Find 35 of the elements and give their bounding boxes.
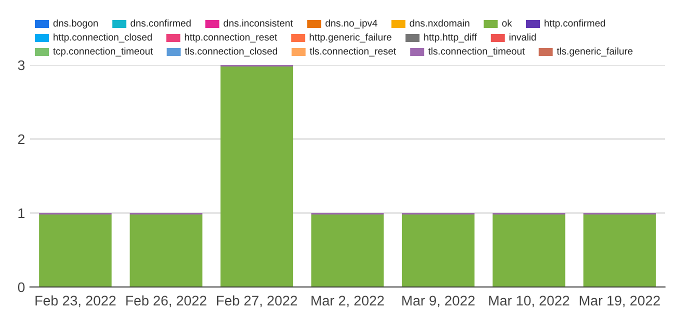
bar	[583, 214, 656, 287]
legend-label: dns.bogon	[53, 19, 98, 29]
bar	[402, 214, 474, 287]
bar	[39, 214, 112, 287]
x-tick-label: Mar 2, 2022	[312, 296, 384, 308]
y-tick-label: 0	[18, 282, 25, 292]
legend-label: http.generic_failure	[310, 33, 392, 43]
y-tick-label: 1	[18, 208, 24, 218]
bar	[311, 214, 384, 287]
legend-label: dns.inconsistent	[224, 19, 293, 27]
legend-label: dns.nxdomain	[410, 19, 470, 27]
y-tick-label: 2	[18, 134, 24, 144]
legend-label: http.confirmed	[544, 19, 605, 29]
x-tick-label: Mar 10, 2022	[489, 296, 570, 308]
bar	[220, 66, 294, 287]
x-tick-label: Feb 26, 2022	[126, 295, 206, 308]
x-tick-label: Mar 9, 2022	[402, 296, 475, 308]
x-tick-label: Feb 27, 2022	[217, 295, 298, 308]
x-tick-label: Mar 19, 2022	[580, 296, 660, 308]
legend-label: tcp.connection_timeout	[53, 47, 153, 57]
legend-label: tls.connection_closed	[184, 47, 278, 56]
legend-label: http.http_diff	[424, 33, 477, 43]
bar	[492, 214, 566, 287]
legend-label: dns.no_ipv4	[326, 19, 378, 29]
legend-label: tls.generic_failure	[556, 47, 633, 57]
legend-label: http.connection_closed	[54, 33, 152, 43]
x-tick-label: Feb 23, 2022	[36, 295, 116, 308]
legend-label: tls.connection_timeout	[428, 47, 525, 56]
legend-label: http.connection_reset	[184, 33, 278, 43]
legend-label: ok	[502, 19, 512, 27]
bar	[130, 214, 202, 287]
legend-label: invalid	[510, 33, 536, 41]
y-tick-label: 3	[18, 60, 25, 70]
legend-label: dns.confirmed	[130, 19, 191, 27]
legend-label: tls.connection_reset	[310, 47, 396, 56]
